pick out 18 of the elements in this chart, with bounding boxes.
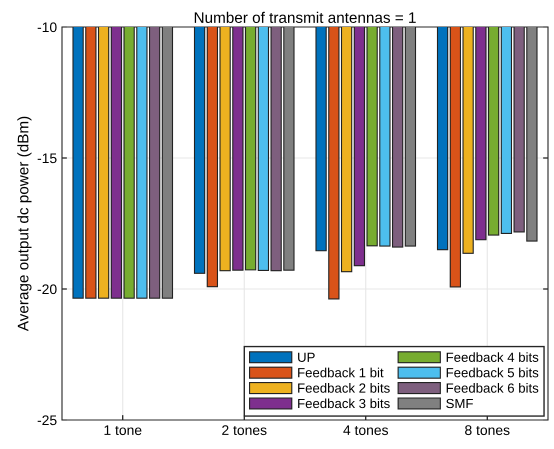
legend-label: Feedback 6 bits: [446, 383, 538, 393]
x-tick-label: 1 tone: [104, 425, 142, 436]
y-axis-title: Average output dc power (dBm): [17, 116, 32, 332]
y-tick-label: -10: [38, 22, 57, 32]
y-tick-label: -15: [38, 153, 57, 164]
legend-label: Feedback 4 bits: [446, 352, 538, 362]
legend-label: Feedback 5 bits: [446, 368, 538, 378]
legend-label: Feedback 2 bits: [298, 383, 390, 393]
x-tick-label: 4 tones: [343, 425, 388, 436]
chart-title: Number of transmit antennas = 1: [194, 12, 416, 23]
legend-label: Feedback 3 bits: [298, 398, 390, 408]
legend-label: UP: [298, 352, 315, 362]
legend-label: SMF: [446, 398, 473, 408]
y-tick-label: -20: [38, 284, 57, 294]
y-tick-label: -25: [38, 415, 57, 426]
x-tick-label: 8 tones: [465, 425, 510, 436]
x-tick-label: 2 tones: [222, 425, 267, 436]
legend-label: Feedback 1 bit: [298, 368, 384, 378]
